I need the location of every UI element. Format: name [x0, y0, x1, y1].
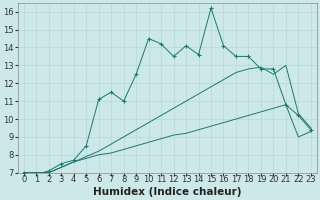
X-axis label: Humidex (Indice chaleur): Humidex (Indice chaleur)	[93, 187, 242, 197]
